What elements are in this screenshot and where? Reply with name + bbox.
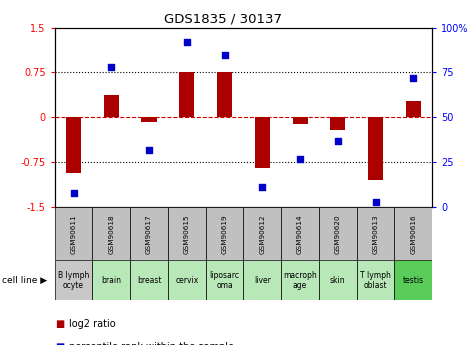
Bar bbox=[168, 260, 206, 300]
Text: GSM90613: GSM90613 bbox=[372, 214, 379, 254]
Text: GSM90614: GSM90614 bbox=[297, 214, 303, 254]
Text: GSM90617: GSM90617 bbox=[146, 214, 152, 254]
Point bbox=[70, 190, 77, 195]
Text: GSM90618: GSM90618 bbox=[108, 214, 114, 254]
Bar bbox=[130, 260, 168, 300]
Text: cervix: cervix bbox=[175, 276, 199, 285]
Bar bbox=[357, 207, 394, 260]
Bar bbox=[319, 207, 357, 260]
Bar bbox=[179, 72, 194, 117]
Text: GSM90620: GSM90620 bbox=[335, 214, 341, 254]
Bar bbox=[293, 117, 308, 125]
Point bbox=[107, 64, 115, 70]
Text: GSM90616: GSM90616 bbox=[410, 214, 417, 254]
Point bbox=[409, 75, 417, 81]
Bar bbox=[395, 260, 432, 300]
Bar bbox=[281, 207, 319, 260]
Text: percentile rank within the sample: percentile rank within the sample bbox=[69, 342, 234, 345]
Bar bbox=[104, 95, 119, 117]
Bar bbox=[395, 207, 432, 260]
Point bbox=[145, 147, 153, 152]
Bar bbox=[319, 260, 357, 300]
Text: skin: skin bbox=[330, 276, 346, 285]
Bar bbox=[92, 207, 130, 260]
Bar bbox=[168, 207, 206, 260]
Text: T lymph
oblast: T lymph oblast bbox=[360, 270, 391, 290]
Text: liposarc
oma: liposarc oma bbox=[209, 270, 239, 290]
Point bbox=[296, 156, 304, 161]
Text: ■: ■ bbox=[55, 342, 64, 345]
Bar bbox=[217, 72, 232, 117]
Text: log2 ratio: log2 ratio bbox=[69, 319, 115, 329]
Point bbox=[372, 199, 380, 204]
Text: brain: brain bbox=[101, 276, 121, 285]
Text: breast: breast bbox=[137, 276, 162, 285]
Bar bbox=[66, 117, 81, 173]
Text: GSM90615: GSM90615 bbox=[184, 214, 190, 254]
Bar bbox=[55, 207, 92, 260]
Bar bbox=[406, 100, 421, 117]
Point bbox=[258, 185, 266, 190]
Text: B lymph
ocyte: B lymph ocyte bbox=[58, 270, 89, 290]
Bar bbox=[368, 117, 383, 180]
Point bbox=[334, 138, 342, 144]
Text: testis: testis bbox=[403, 276, 424, 285]
Text: ■: ■ bbox=[55, 319, 64, 329]
Text: cell line ▶: cell line ▶ bbox=[2, 276, 48, 285]
Bar bbox=[92, 260, 130, 300]
Bar bbox=[243, 207, 281, 260]
Bar bbox=[206, 260, 243, 300]
Bar bbox=[243, 260, 281, 300]
Bar bbox=[255, 117, 270, 168]
Point bbox=[221, 52, 228, 57]
Bar bbox=[281, 260, 319, 300]
Text: GSM90611: GSM90611 bbox=[70, 214, 76, 254]
Bar bbox=[142, 117, 157, 122]
Point bbox=[183, 39, 190, 45]
Text: GSM90612: GSM90612 bbox=[259, 214, 266, 254]
Text: GDS1835 / 30137: GDS1835 / 30137 bbox=[164, 12, 282, 25]
Text: liver: liver bbox=[254, 276, 271, 285]
Text: macroph
age: macroph age bbox=[283, 270, 317, 290]
Bar bbox=[55, 260, 92, 300]
Bar bbox=[130, 207, 168, 260]
Bar bbox=[330, 117, 345, 130]
Bar bbox=[206, 207, 243, 260]
Text: GSM90619: GSM90619 bbox=[221, 214, 228, 254]
Bar bbox=[357, 260, 394, 300]
